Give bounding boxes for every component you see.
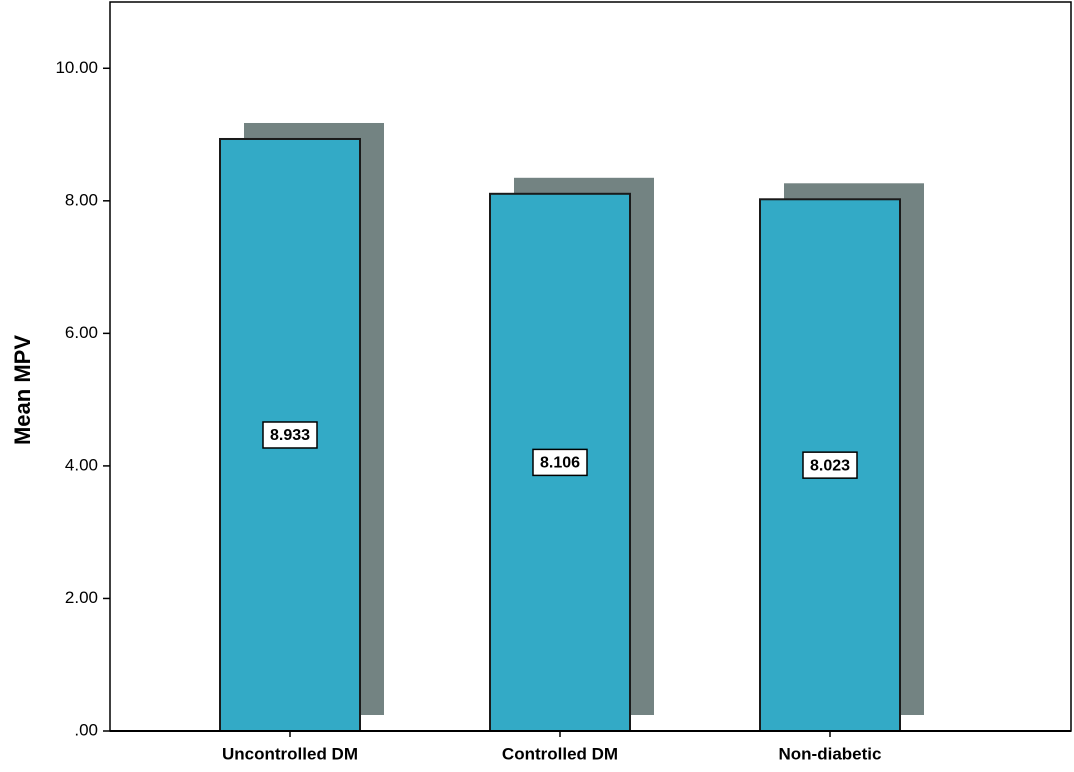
y-tick-label: 2.00 [65, 588, 98, 607]
value-label-box [262, 421, 318, 449]
x-tick-label: Non-diabetic [779, 744, 882, 763]
value-label: 8.933 [270, 427, 310, 444]
y-tick-label: 10.00 [55, 58, 98, 77]
y-tick-label: 8.00 [65, 190, 98, 209]
x-tick-label: Uncontrolled DM [222, 744, 358, 763]
y-tick-label: 4.00 [65, 455, 98, 474]
y-tick-label: 6.00 [65, 323, 98, 342]
y-tick-label: .00 [74, 720, 98, 739]
y-axis-label: Mean MPV [10, 335, 35, 445]
value-label: 8.023 [810, 457, 850, 474]
value-label-box [532, 448, 588, 477]
x-tick-label: Controlled DM [502, 744, 618, 763]
value-label: 8.106 [540, 455, 580, 472]
value-label-box [802, 451, 858, 479]
